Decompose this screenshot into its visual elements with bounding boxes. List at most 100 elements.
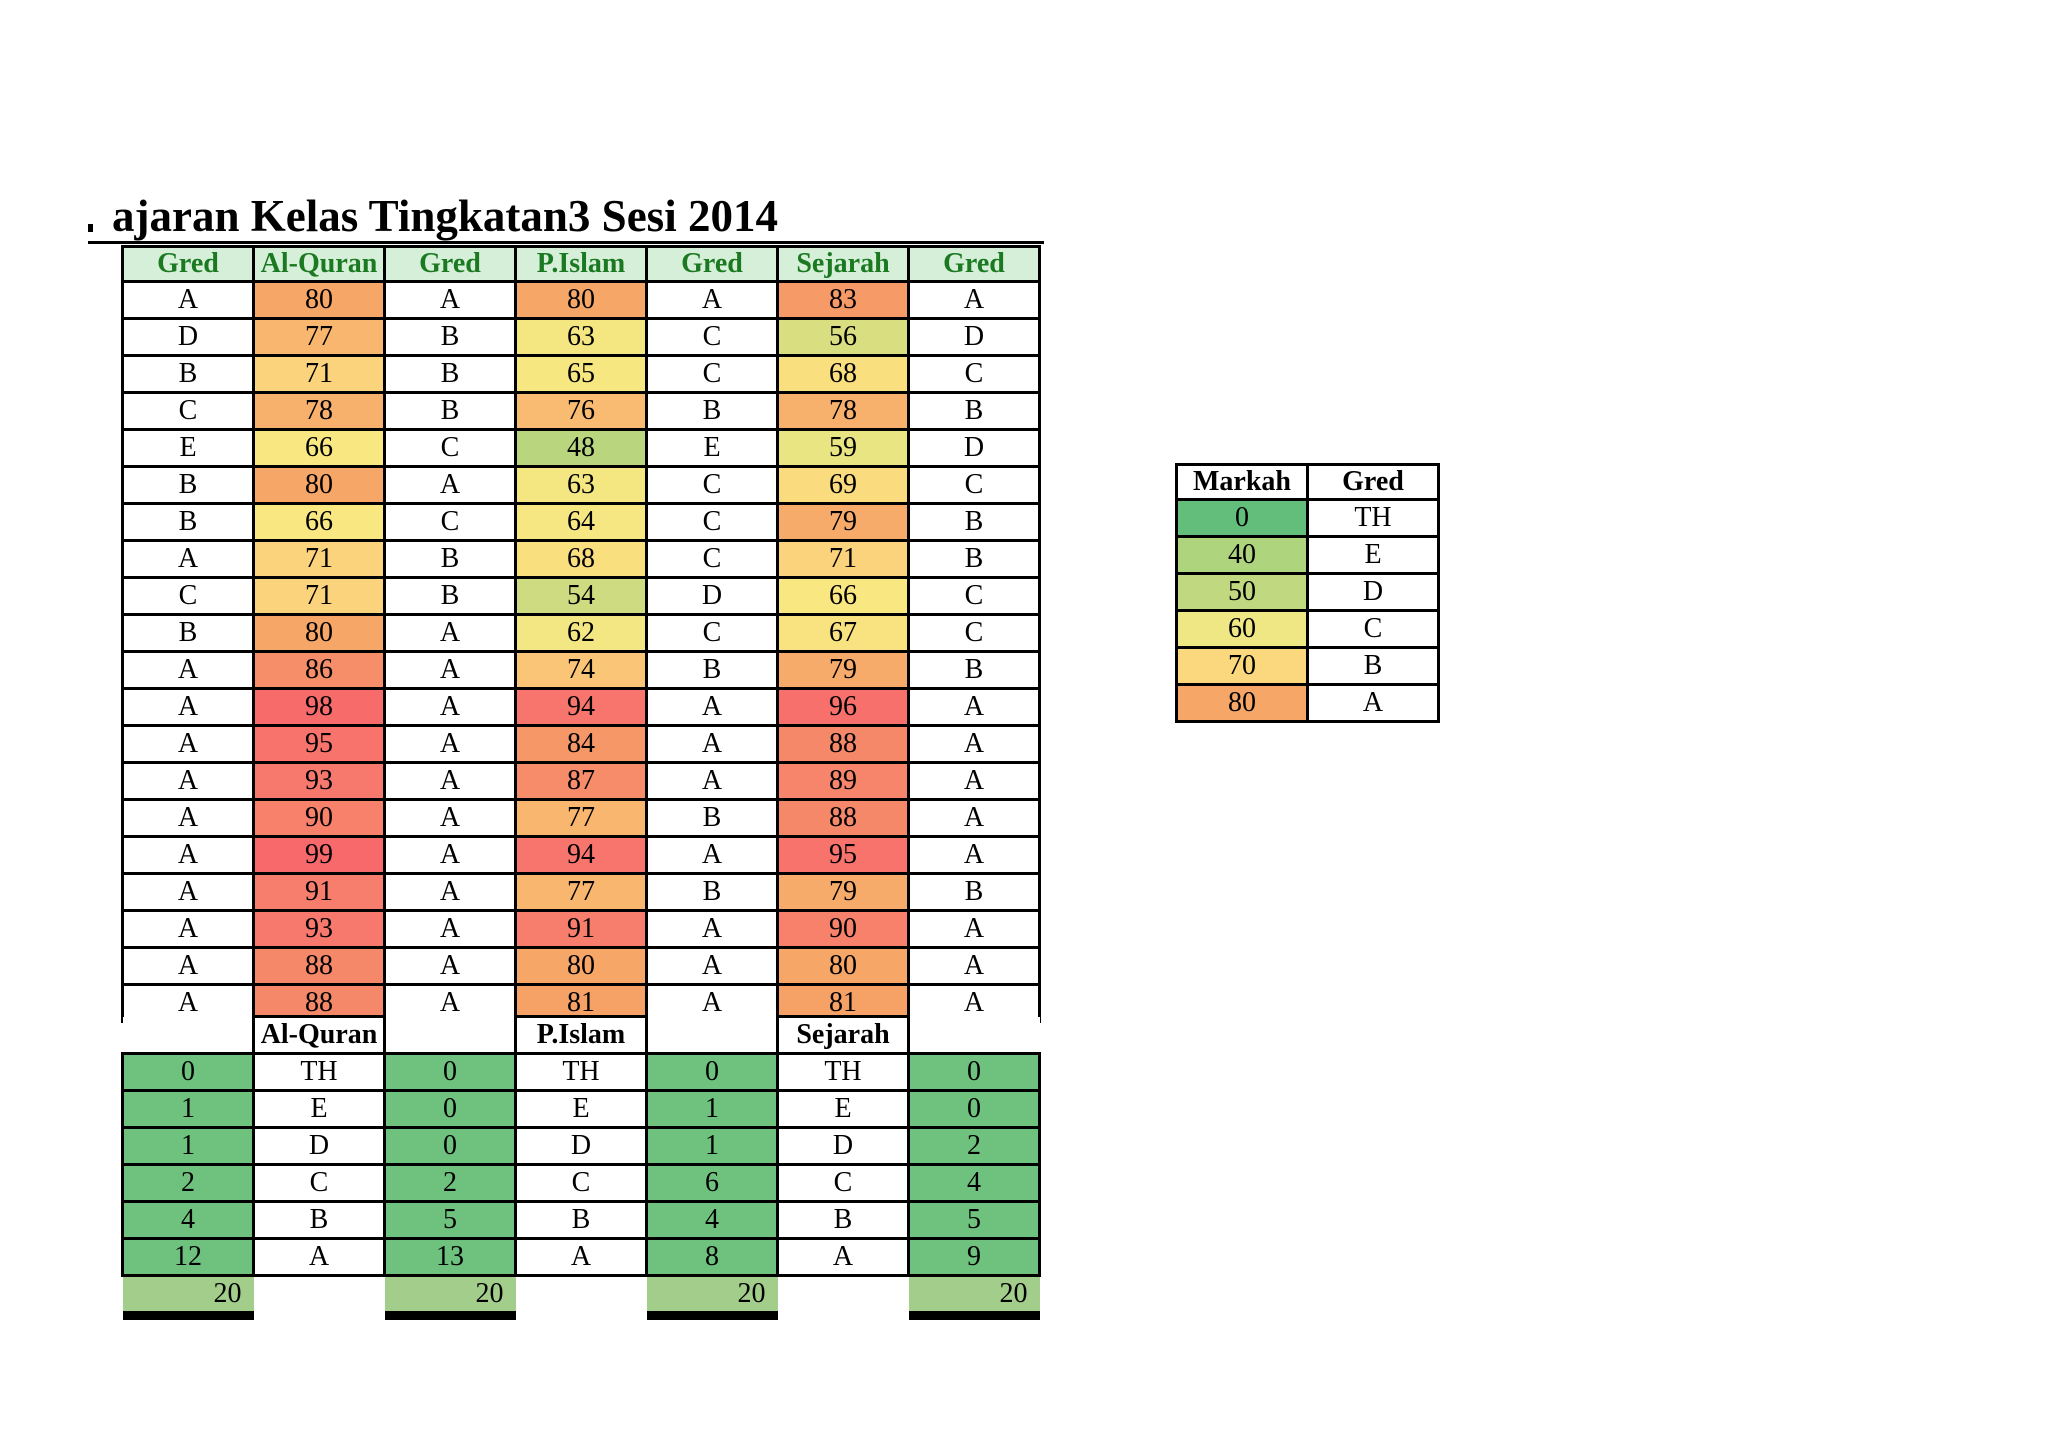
mark-cell: 94: [514, 687, 648, 727]
count-cell: 4: [907, 1163, 1041, 1203]
mark-cell: 99: [252, 835, 386, 875]
mark-cell: 91: [252, 872, 386, 912]
count-cell: 1: [645, 1089, 779, 1129]
grade-cell: C: [645, 465, 779, 505]
mark-cell: 98: [252, 687, 386, 727]
title-underline: [88, 241, 1044, 244]
mark-cell: 78: [252, 391, 386, 431]
grade-letter-cell: C: [776, 1163, 910, 1203]
count-cell: 0: [383, 1052, 517, 1092]
count-cell: 0: [907, 1052, 1041, 1092]
mark-cell: 95: [776, 835, 910, 875]
grade-cell: B: [121, 613, 255, 653]
mark-cell: 54: [514, 576, 648, 616]
legend-mark-cell: 40: [1175, 535, 1309, 575]
grade-cell: E: [121, 428, 255, 468]
mark-cell: 79: [776, 872, 910, 912]
student-row: A 91 A 77 B 79 B: [121, 872, 1041, 912]
legend-header-gred: Gred: [1306, 463, 1440, 501]
grade-cell: B: [121, 502, 255, 542]
grade-letter-cell: D: [776, 1126, 910, 1166]
grade-letter-cell: D: [514, 1126, 648, 1166]
grade-cell: A: [121, 724, 255, 764]
grade-cell: B: [645, 391, 779, 431]
count-cell: 0: [383, 1126, 517, 1166]
grade-cell: B: [907, 650, 1041, 690]
student-row: A 80 A 80 A 83 A: [121, 280, 1041, 320]
grade-cell: A: [645, 946, 779, 986]
grade-cell: A: [121, 687, 255, 727]
mark-cell: 62: [514, 613, 648, 653]
mark-cell: 63: [514, 465, 648, 505]
grade-letter-cell: B: [514, 1200, 648, 1240]
grade-cell: B: [383, 539, 517, 579]
grade-cell: D: [907, 428, 1041, 468]
legend-mark-cell: 60: [1175, 609, 1309, 649]
grade-cell: B: [383, 317, 517, 357]
grade-cell: B: [645, 650, 779, 690]
column-header-gred-2: Gred: [383, 245, 517, 283]
column-header-p-islam: P.Islam: [514, 245, 648, 283]
legend-header-row: Markah Gred: [1175, 463, 1440, 501]
grade-cell: A: [383, 872, 517, 912]
grade-cell: C: [121, 391, 255, 431]
mark-cell: 48: [514, 428, 648, 468]
count-cell: 1: [121, 1126, 255, 1166]
grade-cell: A: [121, 539, 255, 579]
student-row: A 71 B 68 C 71 B: [121, 539, 1041, 579]
marks-table: Gred Al-Quran Gred P.Islam Gred Sejarah …: [121, 245, 1041, 1023]
grade-letter-cell: TH: [514, 1052, 648, 1092]
student-row: B 80 A 63 C 69 C: [121, 465, 1041, 505]
summary-label-sejarah: Sejarah: [776, 1015, 910, 1055]
student-row: A 93 A 87 A 89 A: [121, 761, 1041, 801]
grade-cell: A: [121, 650, 255, 690]
grade-cell: B: [645, 872, 779, 912]
legend-grade-cell: A: [1306, 683, 1440, 723]
student-row: A 88 A 80 A 80 A: [121, 946, 1041, 986]
grade-cell: C: [645, 354, 779, 394]
grade-cell: B: [121, 354, 255, 394]
grade-letter-cell: B: [776, 1200, 910, 1240]
grade-cell: A: [645, 909, 779, 949]
count-cell: 0: [907, 1089, 1041, 1129]
count-cell: 9: [907, 1237, 1041, 1277]
grade-cell: A: [121, 835, 255, 875]
grade-cell: A: [383, 687, 517, 727]
mark-cell: 66: [252, 428, 386, 468]
student-row: B 71 B 65 C 68 C: [121, 354, 1041, 394]
summary-total-row: 20 20 20 20: [122, 1275, 1040, 1320]
column-header-al-quran: Al-Quran: [252, 245, 386, 283]
grade-letter-cell: A: [252, 1237, 386, 1277]
count-cell: 2: [383, 1163, 517, 1203]
grade-cell: B: [907, 539, 1041, 579]
count-cell: 5: [907, 1200, 1041, 1240]
student-row: C 71 B 54 D 66 C: [121, 576, 1041, 616]
empty-cell: [253, 1275, 385, 1316]
column-header-gred-3: Gred: [645, 245, 779, 283]
grade-cell: A: [645, 687, 779, 727]
mark-cell: 71: [252, 539, 386, 579]
legend-mark-cell: 70: [1175, 646, 1309, 686]
count-cell: 1: [645, 1126, 779, 1166]
mark-cell: 96: [776, 687, 910, 727]
grade-cell: A: [907, 724, 1041, 764]
mark-cell: 69: [776, 465, 910, 505]
grade-cell: A: [121, 280, 255, 320]
total-cell: 20: [908, 1275, 1040, 1320]
grade-cell: A: [383, 909, 517, 949]
grade-cell: C: [907, 465, 1041, 505]
grade-cell: A: [907, 835, 1041, 875]
mark-cell: 88: [776, 798, 910, 838]
grade-cell: D: [645, 576, 779, 616]
count-cell: 1: [121, 1089, 255, 1129]
count-cell: 8: [645, 1237, 779, 1277]
legend-grade-cell: C: [1306, 609, 1440, 649]
mark-cell: 56: [776, 317, 910, 357]
empty-cell: [384, 1016, 516, 1054]
grade-cell: A: [907, 798, 1041, 838]
grade-cell: A: [383, 835, 517, 875]
grade-cell: A: [645, 835, 779, 875]
mark-cell: 66: [776, 576, 910, 616]
